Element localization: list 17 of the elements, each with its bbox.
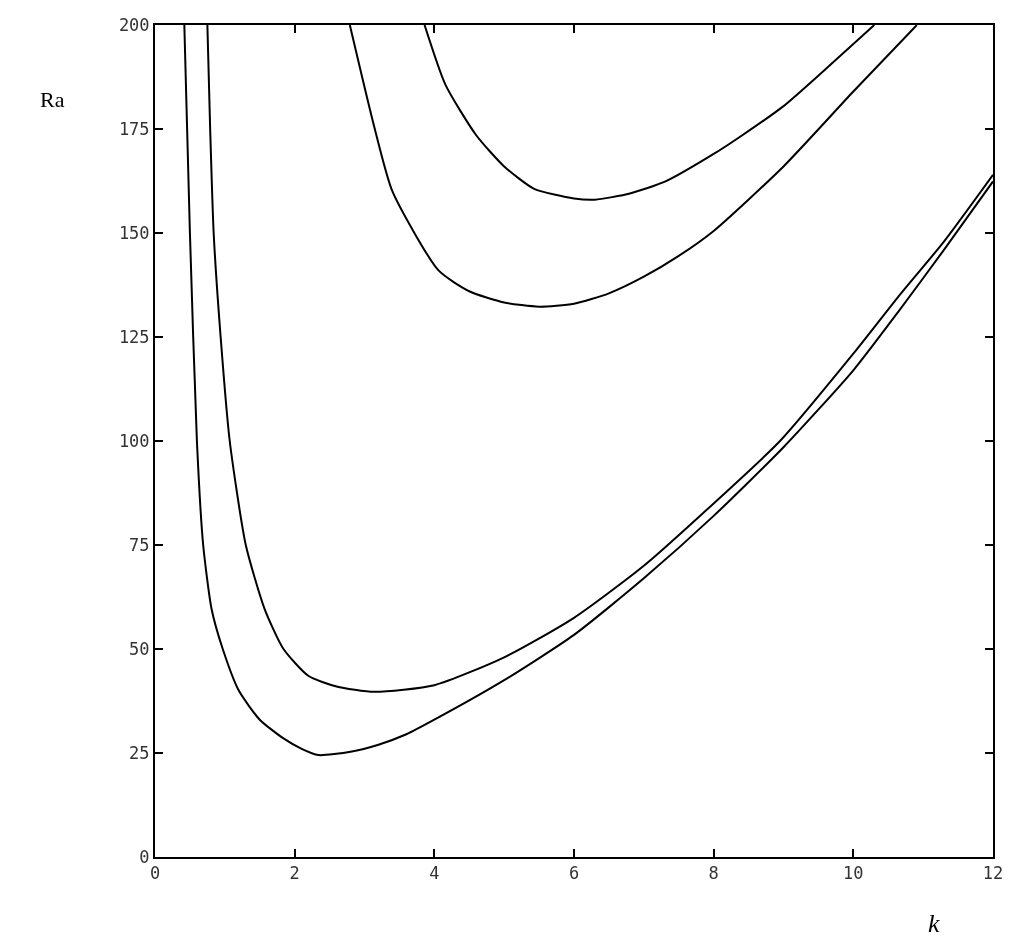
x-tick-label: 4	[429, 863, 440, 884]
y-tick-label: 100	[118, 430, 150, 451]
y-tick-label: 175	[118, 118, 150, 139]
y-tick-label: 150	[118, 222, 150, 243]
x-tick-label: 10	[843, 863, 864, 884]
y-tick-label: 0	[139, 846, 150, 867]
x-tick-label: 6	[568, 863, 580, 884]
x-tick-label: 12	[982, 863, 1004, 884]
y-tick-label: 75	[129, 534, 150, 555]
x-tick-label: 2	[289, 863, 300, 884]
x-tick-label: 8	[708, 863, 719, 884]
y-axis-title: Ra	[40, 87, 65, 112]
y-tick-label: 125	[118, 326, 150, 347]
y-tick-label: 200	[118, 14, 150, 35]
x-axis-title: k	[928, 909, 940, 938]
y-tick-label: 25	[129, 742, 150, 763]
y-tick-label: 50	[129, 638, 150, 659]
